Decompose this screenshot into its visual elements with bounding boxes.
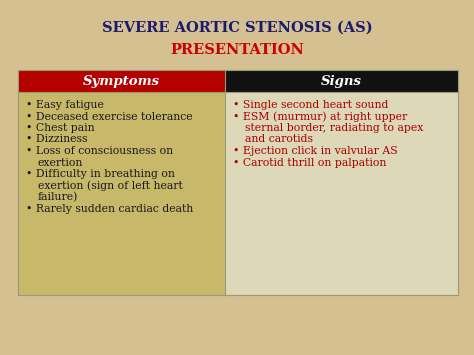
Text: and carotids: and carotids	[245, 135, 313, 144]
Bar	[18, 92, 225, 295]
Bar	[225, 70, 458, 92]
Text: • ESM (murmur) at right upper: • ESM (murmur) at right upper	[233, 111, 407, 122]
Text: • Single second heart sound: • Single second heart sound	[233, 100, 388, 110]
Text: Symptoms: Symptoms	[83, 75, 160, 87]
Text: • Rarely sudden cardiac death: • Rarely sudden cardiac death	[26, 203, 193, 213]
Bar	[18, 70, 458, 295]
Bar	[225, 92, 458, 295]
Text: • Carotid thrill on palpation: • Carotid thrill on palpation	[233, 158, 386, 168]
Text: • Chest pain: • Chest pain	[26, 123, 95, 133]
Text: • Loss of consciousness on: • Loss of consciousness on	[26, 146, 173, 156]
Text: sternal border, radiating to apex: sternal border, radiating to apex	[245, 123, 423, 133]
Text: • Deceased exercise tolerance: • Deceased exercise tolerance	[26, 111, 192, 121]
Text: Signs: Signs	[321, 75, 362, 87]
Text: • Ejection click in valvular AS: • Ejection click in valvular AS	[233, 146, 398, 156]
Text: failure): failure)	[38, 192, 78, 202]
Text: PRESENTATION: PRESENTATION	[170, 43, 304, 57]
Text: SEVERE AORTIC STENOSIS (AS): SEVERE AORTIC STENOSIS (AS)	[102, 21, 372, 35]
Text: • Difficulty in breathing on: • Difficulty in breathing on	[26, 169, 175, 179]
Text: • Dizziness: • Dizziness	[26, 135, 88, 144]
Bar	[18, 70, 225, 92]
Text: exertion: exertion	[38, 158, 83, 168]
Text: exertion (sign of left heart: exertion (sign of left heart	[38, 180, 183, 191]
Text: • Easy fatigue: • Easy fatigue	[26, 100, 104, 110]
